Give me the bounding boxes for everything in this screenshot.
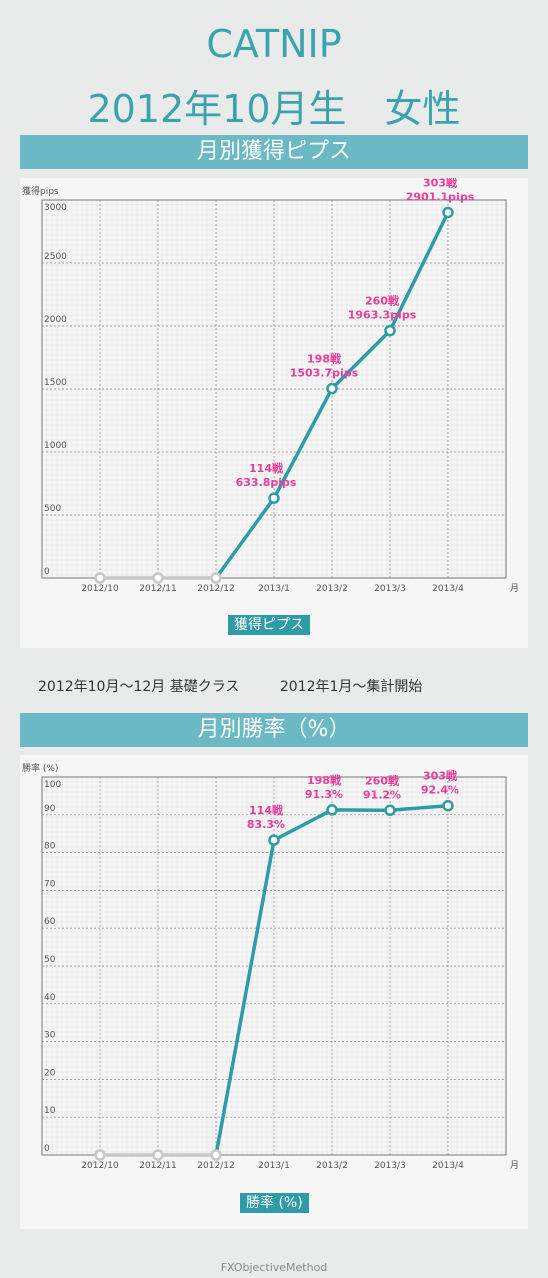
data-label: 260戦: [365, 773, 400, 787]
y-tick-label: 90: [44, 804, 56, 814]
data-point: [94, 572, 106, 584]
note-right: 2012年1月〜集計開始: [279, 679, 423, 695]
y-tick-label: 50: [44, 955, 56, 965]
data-point: [384, 324, 396, 337]
x-tick-label: 2013/4: [432, 1161, 464, 1171]
chart-1-title-band: 月別獲得ピプス: [20, 135, 528, 169]
data-label: 1503.7pips: [290, 367, 359, 380]
note-left: 2012年10月〜12月 基礎クラス: [38, 679, 240, 695]
y-tick-label: 40: [44, 993, 56, 1003]
data-point: [210, 572, 222, 584]
data-label: 303戦: [423, 769, 458, 783]
y-tick-label: 2000: [44, 315, 67, 325]
chart-2-title-band: 月別勝率（%）: [20, 713, 528, 747]
data-label: 198戦: [307, 773, 342, 787]
winrate-chart: 0 10 20 30 40 50 60 70 80 90 100 勝率 (%) 月 2012/10 2012…: [22, 762, 519, 1171]
data-label: 633.8pips: [236, 476, 297, 489]
x-tick-label: 2013/4: [432, 584, 464, 594]
chart-2-panel: 0 10 20 30 40 50 60 70 80 90 100 勝率 (%) 月 2012/10 2012…: [20, 755, 528, 1229]
data-point: [152, 1149, 164, 1161]
x-tick-label: 2012/11: [139, 1161, 176, 1171]
pips-chart: 0 500 1000 1500 2000 2500 3000 獲得pips 月 2012/10 20…: [22, 178, 519, 594]
x-tick-label: 2012/12: [197, 584, 234, 594]
x-tick-label: 2013/3: [374, 584, 406, 594]
x-tick-label: 2013/1: [258, 1161, 290, 1171]
chart-1-legend: 獲得ピプス: [228, 615, 310, 635]
y-tick-label: 3000: [44, 203, 67, 213]
y-tick-label: 2500: [44, 252, 67, 262]
data-point: [268, 492, 280, 504]
x-axis-label: 月: [510, 1160, 519, 1171]
y-axis-label: 獲得pips: [22, 185, 59, 197]
page-subtitle: 2012年10月生 女性: [87, 87, 461, 131]
data-point: [152, 572, 164, 584]
data-label: 114戦: [249, 803, 284, 817]
data-point: [442, 206, 454, 219]
data-label: 2901.1pips: [406, 190, 475, 203]
data-label: 91.3%: [305, 788, 343, 801]
data-label: 83.3%: [247, 818, 285, 831]
data-point: [326, 804, 338, 816]
page-title: CATNIP: [206, 22, 342, 66]
data-point: [384, 804, 396, 817]
x-tick-label: 2012/12: [197, 1161, 234, 1171]
data-point: [326, 382, 338, 395]
data-label: 198戦: [307, 352, 342, 366]
data-point: [442, 799, 454, 812]
chart-1-panel: 0 500 1000 1500 2000 2500 3000 獲得pips 月 2012/10 20…: [20, 178, 528, 648]
x-tick-label: 2013/2: [316, 584, 348, 594]
plot-frame: [41, 776, 507, 1156]
x-tick-label: 2012/10: [81, 584, 119, 594]
x-tick-label: 2012/10: [81, 1161, 119, 1171]
y-tick-label: 100: [44, 780, 61, 790]
data-label: 1963.3pips: [348, 309, 417, 322]
chart-2-legend: 勝率 (%): [240, 1193, 309, 1213]
y-tick-label: 0: [44, 1144, 50, 1154]
x-tick-label: 2013/2: [316, 1161, 348, 1171]
y-tick-label: 0: [44, 567, 50, 577]
y-tick-label: 10: [44, 1106, 56, 1116]
y-tick-label: 20: [44, 1068, 56, 1078]
class-note: 2012年10月〜12月 基礎クラス 2012年1月〜集計開始: [38, 676, 458, 696]
footer-credit: FXObjectiveMethod: [220, 1261, 328, 1274]
x-axis-label: 月: [510, 583, 519, 594]
data-label: 114戦: [249, 461, 284, 475]
data-label: 303戦: [423, 178, 458, 189]
x-tick-label: 2013/1: [258, 584, 290, 594]
x-tick-label: 2012/11: [139, 584, 176, 594]
y-tick-label: 500: [44, 504, 61, 514]
y-axis-label: 勝率 (%): [22, 762, 58, 774]
y-tick-label: 1000: [44, 441, 67, 451]
y-tick-label: 80: [44, 842, 56, 852]
data-label: 260戦: [365, 294, 400, 308]
y-tick-label: 70: [44, 879, 56, 889]
y-tick-label: 1500: [44, 378, 67, 388]
data-point: [94, 1149, 106, 1161]
data-point: [210, 1149, 222, 1161]
y-tick-label: 60: [44, 917, 56, 927]
data-point: [268, 834, 280, 846]
data-label: 91.2%: [363, 788, 401, 801]
data-label: 92.4%: [421, 784, 459, 797]
plot-frame: [41, 199, 507, 579]
x-tick-label: 2013/3: [374, 1161, 406, 1171]
y-tick-label: 30: [44, 1031, 56, 1041]
